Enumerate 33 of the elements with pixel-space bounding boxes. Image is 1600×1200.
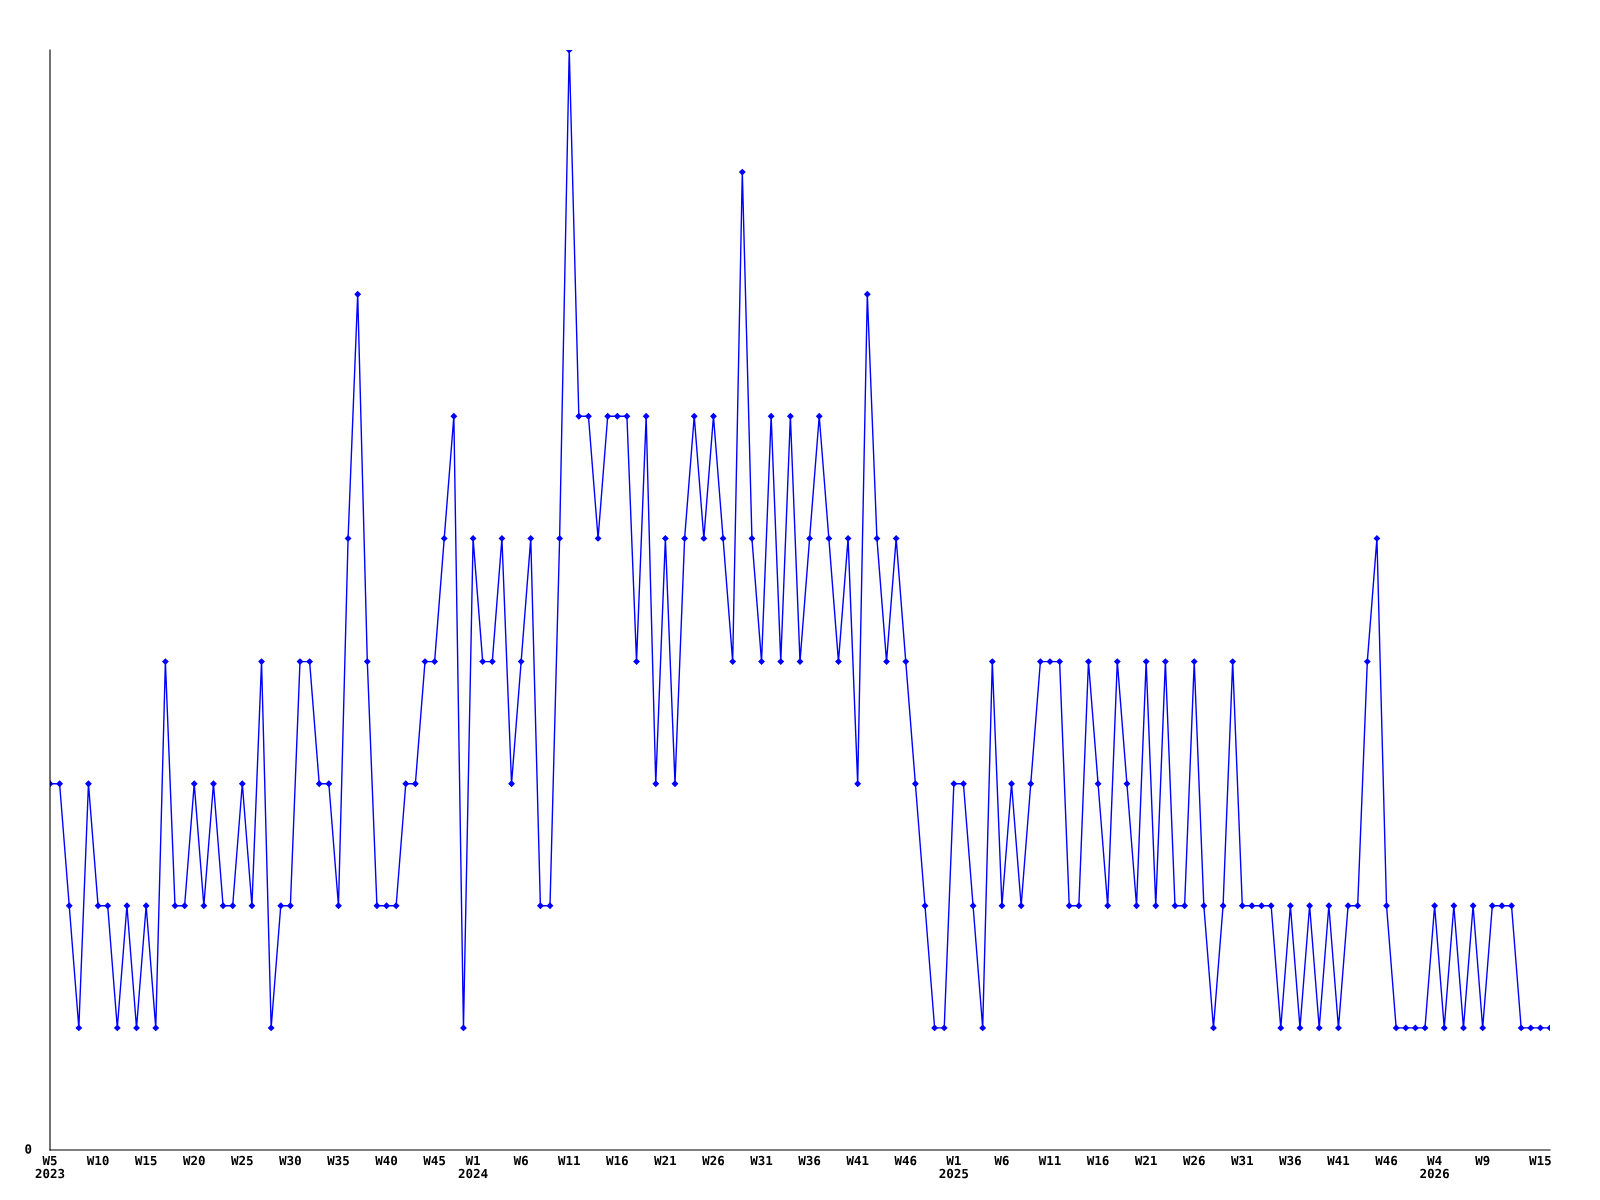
x-tick-label: W21: [654, 1155, 677, 1166]
x-tick-label: W1 2024: [458, 1155, 488, 1179]
x-tick-label: W9: [1475, 1155, 1490, 1166]
x-tick-label: W40: [375, 1155, 398, 1166]
x-tick-label: W26: [1182, 1155, 1205, 1166]
x-tick-label: W16: [1086, 1155, 1109, 1166]
x-tick-label: W36: [1279, 1155, 1301, 1166]
x-tick-label: W5 2023: [35, 1155, 65, 1179]
x-tick-label: W26: [702, 1155, 725, 1166]
x-tick-label: W10: [86, 1155, 109, 1166]
x-tick-label: W6: [994, 1155, 1009, 1166]
x-tick-label: W1 2025: [939, 1155, 969, 1179]
x-tick-label: W15: [1529, 1155, 1551, 1166]
x-tick-label: W46: [894, 1155, 917, 1166]
x-tick-label: W4 2026: [1420, 1155, 1449, 1179]
x-tick-label: W25: [231, 1155, 253, 1166]
x-tick-label: W16: [606, 1155, 628, 1166]
x-tick-label: W30: [279, 1155, 301, 1166]
x-tick-label: W11: [1038, 1155, 1061, 1166]
x-tick-label: W31: [750, 1155, 773, 1166]
x-tick-label: W31: [1231, 1155, 1253, 1166]
x-tick-label: W46: [1375, 1155, 1398, 1166]
x-tick-label: W21: [1134, 1155, 1157, 1166]
x-tick-label: W20: [182, 1155, 205, 1166]
x-tick-label: W6: [513, 1155, 528, 1166]
x-tick-label: W45: [423, 1155, 446, 1166]
x-tick-label: W41: [846, 1155, 869, 1166]
x-tick-label: W15: [134, 1155, 157, 1166]
x-tick-label: W35: [327, 1155, 349, 1166]
x-tick-label: W11: [557, 1155, 580, 1166]
x-tick-label: W41: [1327, 1155, 1350, 1166]
text: 0: [25, 1144, 32, 1154]
x-tick-label: W36: [798, 1155, 821, 1166]
